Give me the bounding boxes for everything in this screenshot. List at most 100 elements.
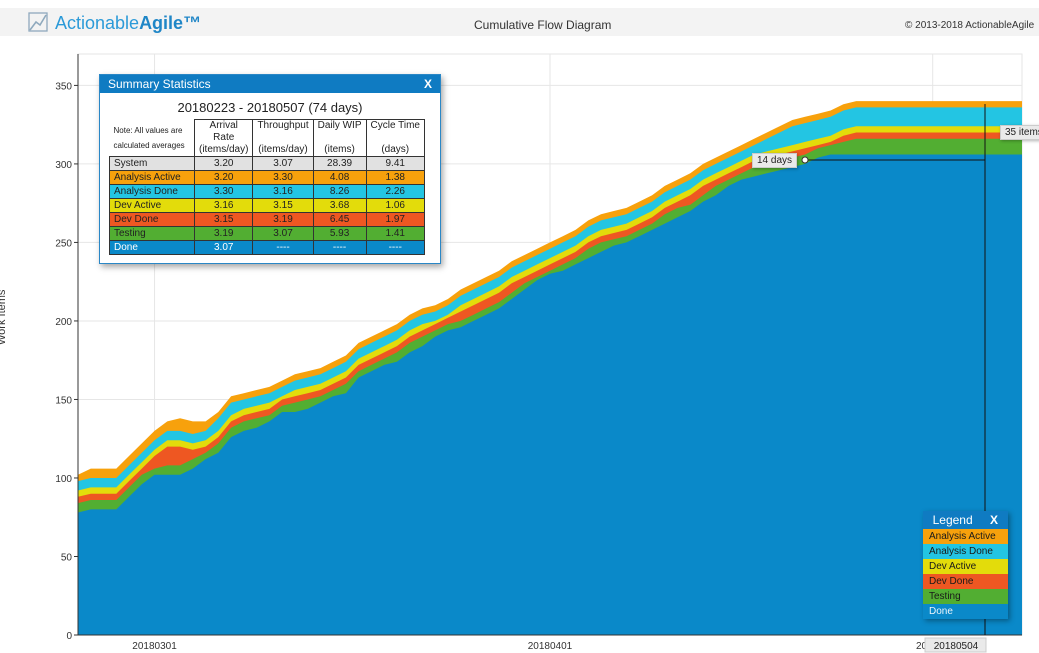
- y-tick-label: 350: [55, 81, 72, 92]
- summary-note-line1: Note: All values are: [113, 125, 183, 135]
- brand-text-bold: Agile™: [139, 13, 202, 33]
- stat-cycle: 2.26: [365, 184, 425, 199]
- page-title: Cumulative Flow Diagram: [474, 18, 612, 32]
- col-header-wip: Daily WIP (items): [312, 119, 367, 157]
- summary-header[interactable]: Summary Statistics X: [100, 75, 440, 93]
- stat-throughput: 3.16: [252, 184, 314, 199]
- stat-cycle: 9.41: [365, 156, 425, 171]
- cursor-date-label: 20180504: [934, 641, 979, 652]
- summary-table-body: System 3.20 3.07 28.39 9.41 Analysis Active 3.…: [109, 156, 425, 255]
- legend-item[interactable]: Dev Active: [923, 559, 1008, 574]
- wip-tooltip: 35 items: [1000, 125, 1039, 140]
- stat-throughput: 3.19: [252, 212, 314, 227]
- stat-label: Dev Done: [109, 212, 195, 227]
- col-header-line: (days): [381, 144, 410, 155]
- stat-cycle: 1.38: [365, 170, 425, 185]
- col-header-arrival: Arrival Rate (items/day): [193, 119, 254, 157]
- legend-panel[interactable]: Legend X Analysis Active Analysis Done Dev…: [923, 511, 1008, 619]
- cumulative-flow-chart[interactable]: 0 50 100 150 200 250 300 350 20180301 20180401 201…: [0, 40, 1039, 653]
- col-header-line: Throughput: [257, 120, 309, 131]
- col-header-line: Daily WIP: [317, 120, 362, 131]
- col-header-line: (items/day): [258, 144, 308, 155]
- legend-items: Analysis Active Analysis Done Dev Active De…: [923, 529, 1008, 619]
- cursor-date-box: [924, 637, 987, 653]
- summary-row: Dev Done 3.15 3.19 6.45 1.97: [109, 212, 425, 227]
- stat-wip: 28.39: [312, 156, 367, 171]
- col-header-line: Arrival: [209, 120, 238, 131]
- col-header-line: (items): [324, 144, 355, 155]
- stat-wip: 8.26: [312, 184, 367, 199]
- chart-logo-icon: [28, 12, 48, 32]
- stat-throughput: ----: [252, 240, 314, 255]
- x-tick-label: 20180401: [528, 641, 573, 652]
- y-tick-label: 150: [55, 395, 72, 406]
- y-tick-label: 200: [55, 317, 72, 328]
- header-bar: [0, 8, 1039, 36]
- stat-arrival: 3.16: [193, 198, 254, 213]
- y-tick-label: 250: [55, 238, 72, 249]
- stat-arrival: 3.20: [193, 156, 254, 171]
- summary-row: System 3.20 3.07 28.39 9.41: [109, 156, 425, 171]
- stat-arrival: 3.15: [193, 212, 254, 227]
- col-header-throughput: Throughput (items/day): [252, 119, 314, 157]
- stat-wip: 4.08: [312, 170, 367, 185]
- app-header: ActionableAgile™ Cumulative Flow Diagram…: [0, 0, 1039, 40]
- legend-item[interactable]: Analysis Active: [923, 529, 1008, 544]
- stat-throughput: 3.15: [252, 198, 314, 213]
- stat-label: Analysis Done: [109, 184, 195, 199]
- stat-cycle: ----: [365, 240, 425, 255]
- stat-label: Testing: [109, 226, 195, 241]
- summary-row: Analysis Done 3.30 3.16 8.26 2.26: [109, 184, 425, 199]
- col-header-cycle: Cycle Time (days): [365, 119, 425, 157]
- stat-label: System: [109, 156, 195, 171]
- brand-text-plain: Actionable: [55, 13, 140, 33]
- stat-label: Analysis Active: [109, 170, 195, 185]
- summary-row: Analysis Active 3.20 3.30 4.08 1.38: [109, 170, 425, 185]
- y-tick-label: 50: [61, 552, 73, 563]
- stat-wip: 5.93: [312, 226, 367, 241]
- summary-row: Done 3.07 ---- ---- ----: [109, 240, 425, 255]
- legend-title: Legend: [932, 513, 973, 527]
- summary-statistics-panel[interactable]: Summary Statistics X 20180223 - 20180507…: [99, 74, 441, 264]
- stat-throughput: 3.30: [252, 170, 314, 185]
- stat-cycle: 1.06: [365, 198, 425, 213]
- y-tick-label: 100: [55, 474, 72, 485]
- y-tick-label: 0: [66, 631, 72, 642]
- stat-cycle: 1.97: [365, 212, 425, 227]
- legend-header[interactable]: Legend X: [923, 511, 1008, 529]
- close-icon[interactable]: X: [989, 513, 998, 527]
- x-tick-label: 20180301: [132, 641, 177, 652]
- summary-note: Note: All values are calculated averages: [109, 119, 195, 157]
- col-header-line: Cycle Time: [370, 120, 420, 131]
- legend-item[interactable]: Testing: [923, 589, 1008, 604]
- col-header-line: (items/day): [199, 144, 249, 155]
- stat-label: Done: [109, 240, 195, 255]
- stat-label: Dev Active: [109, 198, 195, 213]
- col-header-line: Rate: [213, 132, 235, 143]
- close-icon[interactable]: X: [423, 77, 432, 91]
- stat-throughput: 3.07: [252, 156, 314, 171]
- stat-cycle: 1.41: [365, 226, 425, 241]
- series-area: [78, 154, 1022, 635]
- summary-title: Summary Statistics: [108, 77, 211, 91]
- copyright-text: © 2013-2018 ActionableAgile: [905, 20, 1035, 31]
- cycle-time-tooltip: 14 days: [752, 153, 798, 168]
- stat-arrival: 3.07: [193, 240, 254, 255]
- stat-arrival: 3.20: [193, 170, 254, 185]
- y-tick-label: 300: [55, 160, 72, 171]
- legend-item[interactable]: Dev Done: [923, 574, 1008, 589]
- summary-table: Note: All values are calculated averages…: [109, 119, 425, 255]
- summary-note-line2: calculated averages: [113, 140, 185, 150]
- summary-header-row: Note: All values are calculated averages…: [109, 119, 425, 157]
- legend-item[interactable]: Done: [923, 604, 1008, 619]
- cycle-time-marker: [801, 156, 809, 164]
- summary-row: Dev Active 3.16 3.15 3.68 1.06: [109, 198, 425, 213]
- date-range: 20180223 - 20180507 (74 days): [177, 100, 363, 115]
- summary-row: Testing 3.19 3.07 5.93 1.41: [109, 226, 425, 241]
- brand-logo[interactable]: ActionableAgile™: [55, 13, 201, 34]
- stat-arrival: 3.19: [193, 226, 254, 241]
- stat-arrival: 3.30: [193, 184, 254, 199]
- legend-item[interactable]: Analysis Done: [923, 544, 1008, 559]
- stat-wip: 6.45: [312, 212, 367, 227]
- stat-wip: 3.68: [312, 198, 367, 213]
